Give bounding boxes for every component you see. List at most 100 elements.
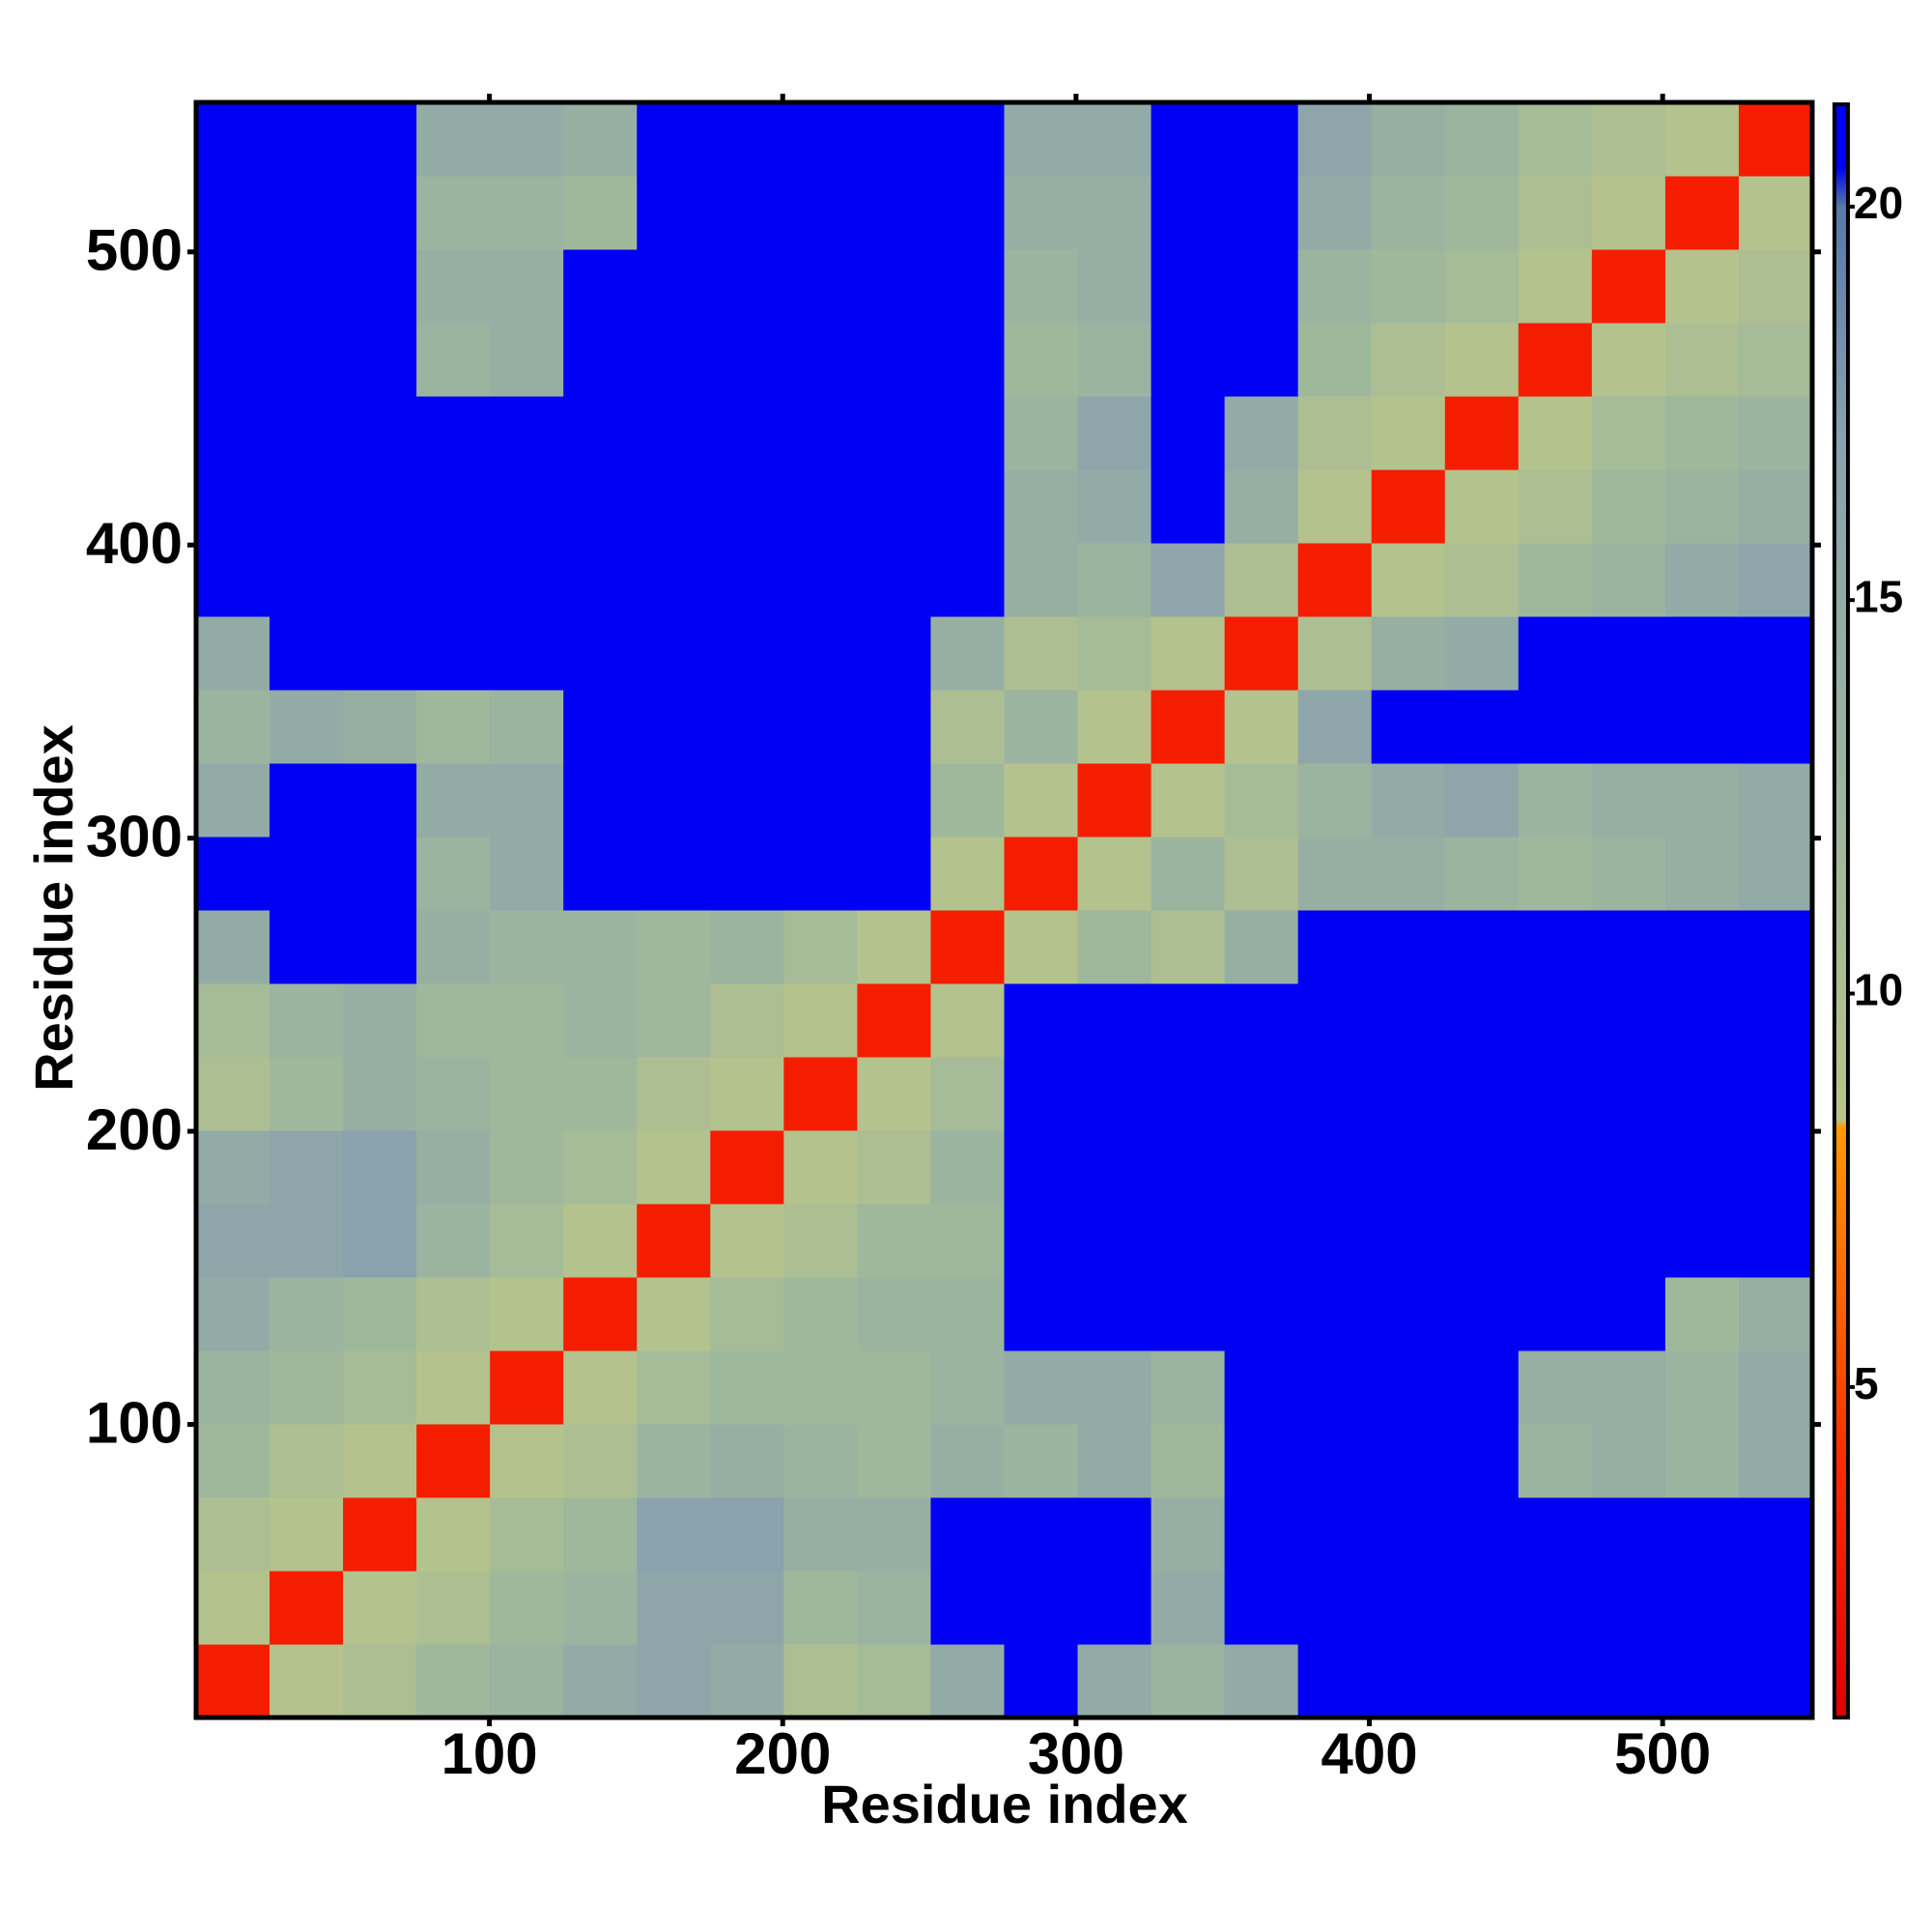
heatmap-cell <box>416 1277 491 1351</box>
heatmap-cell <box>270 396 344 470</box>
heatmap-cell <box>1444 176 1520 250</box>
heatmap-cell <box>1004 1204 1079 1278</box>
heatmap-cell <box>637 469 711 544</box>
heatmap-cell <box>710 837 784 911</box>
heatmap-cell <box>1518 323 1593 397</box>
heatmap-cell <box>637 616 711 691</box>
heatmap-cell <box>563 323 638 397</box>
heatmap-cell <box>1151 543 1226 617</box>
heatmap-cell <box>270 837 344 911</box>
heatmap-cell <box>196 102 270 177</box>
heatmap-cell <box>1664 690 1740 764</box>
heatmap-cell <box>270 983 344 1058</box>
heatmap-cell <box>270 763 344 838</box>
heatmap-cell <box>1371 983 1446 1058</box>
heatmap-cell <box>490 469 564 544</box>
heatmap-cell <box>343 1057 417 1131</box>
heatmap-cell <box>1151 102 1226 177</box>
heatmap-cell <box>930 469 1005 544</box>
heatmap-cell <box>1371 1130 1446 1205</box>
heatmap-cell <box>1224 1130 1299 1205</box>
y-tick-label: 200 <box>86 1097 183 1162</box>
heatmap-cell <box>783 249 858 324</box>
heatmap-cell <box>1077 616 1152 691</box>
heatmap-cell <box>490 1350 564 1425</box>
heatmap-cell <box>1004 910 1079 984</box>
heatmap-cell <box>490 1130 564 1205</box>
heatmap-cell <box>930 176 1005 250</box>
heatmap-cell <box>1297 1644 1373 1719</box>
heatmap-cell <box>930 910 1005 984</box>
heatmap-cell <box>563 1057 638 1131</box>
heatmap-cell <box>1151 1644 1226 1719</box>
heatmap-cell <box>1151 837 1226 911</box>
heatmap-cell <box>1224 837 1299 911</box>
heatmap-cell <box>416 1204 491 1278</box>
heatmap-cell <box>783 1057 858 1131</box>
heatmap-cell <box>783 1424 858 1498</box>
heatmap-cell <box>196 763 270 838</box>
heatmap-cell <box>1297 102 1373 177</box>
colorbar-tick-label: 20 <box>1854 178 1903 228</box>
heatmap-cell <box>637 690 711 764</box>
heatmap-cell <box>857 396 931 470</box>
heatmap-cell <box>857 1130 931 1205</box>
heatmap-cell <box>783 1644 858 1719</box>
heatmap-cell <box>1004 249 1079 324</box>
heatmap-cell <box>1738 1130 1813 1205</box>
heatmap-cell <box>1151 616 1226 691</box>
heatmap-cell <box>1518 543 1593 617</box>
heatmap-cell <box>930 543 1005 617</box>
heatmap-cell <box>1004 1424 1079 1498</box>
heatmap-cell <box>783 837 858 911</box>
heatmap-cell <box>1224 323 1299 397</box>
heatmap-cell <box>416 1644 491 1719</box>
heatmap-cell <box>1444 763 1520 838</box>
heatmap-cell <box>857 249 931 324</box>
heatmap-cell <box>196 616 270 691</box>
heatmap-cell <box>1151 249 1226 324</box>
heatmap-cell <box>1004 1350 1079 1425</box>
heatmap-cell <box>1224 1644 1299 1719</box>
heatmap-cell <box>416 543 491 617</box>
heatmap-cell <box>1664 910 1740 984</box>
heatmap-cell <box>416 1571 491 1645</box>
heatmap-cell <box>1738 616 1813 691</box>
heatmap-cell <box>1004 690 1079 764</box>
heatmap-cell <box>343 616 417 691</box>
heatmap-cell <box>1297 1424 1373 1498</box>
heatmap-cell <box>637 1277 711 1351</box>
heatmap-cell <box>416 1130 491 1205</box>
y-tick-label: 300 <box>86 804 183 868</box>
heatmap-cell <box>1664 1277 1740 1351</box>
heatmap-cell <box>1371 1204 1446 1278</box>
heatmap-cell <box>1591 983 1666 1058</box>
heatmap-cell <box>1077 1277 1152 1351</box>
heatmap-cell <box>563 1277 638 1351</box>
heatmap-cell <box>343 983 417 1058</box>
heatmap-cell <box>490 176 564 250</box>
heatmap-cell <box>343 1130 417 1205</box>
heatmap-cell <box>1297 616 1373 691</box>
heatmap-cell <box>1004 323 1079 397</box>
heatmap-cell <box>1077 690 1152 764</box>
heatmap-cell <box>1591 837 1666 911</box>
heatmap-cell <box>270 616 344 691</box>
heatmap-cell <box>1591 910 1666 984</box>
heatmap-cell <box>343 1277 417 1351</box>
heatmap-cell <box>1738 1204 1813 1278</box>
heatmap-cell <box>930 1424 1005 1498</box>
heatmap-cell <box>1371 249 1446 324</box>
heatmap-cell <box>270 176 344 250</box>
heatmap-cell <box>710 1277 784 1351</box>
heatmap-cell <box>416 469 491 544</box>
heatmap-cell <box>637 176 711 250</box>
heatmap-cell <box>783 1204 858 1278</box>
heatmap-cell <box>416 176 491 250</box>
heatmap-cell <box>1151 396 1226 470</box>
heatmap-cell <box>1224 1424 1299 1498</box>
y-tick-label: 100 <box>86 1390 183 1455</box>
heatmap-cell <box>1151 176 1226 250</box>
heatmap-cell <box>1518 1057 1593 1131</box>
heatmap-cell <box>857 837 931 911</box>
